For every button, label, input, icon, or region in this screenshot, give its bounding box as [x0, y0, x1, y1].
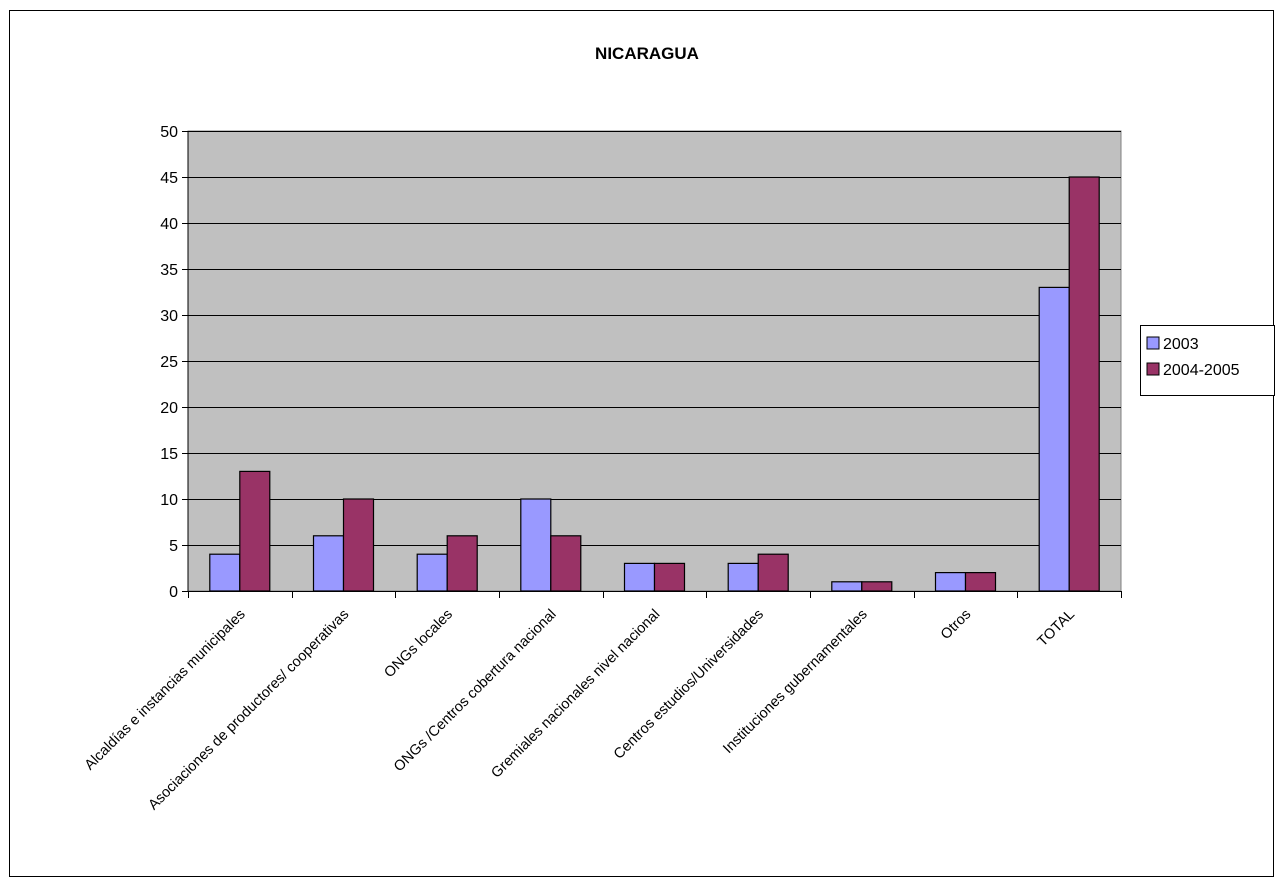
- legend-box: [1140, 325, 1275, 396]
- bar-series-2: [757, 553, 789, 592]
- y-tick-label: 30: [160, 308, 178, 325]
- bar-series-2: [653, 562, 686, 592]
- legend-swatch: [1146, 336, 1160, 350]
- y-tick-label: 35: [160, 262, 178, 279]
- y-tick-label: 45: [160, 170, 178, 187]
- legend: 2003 2004-2005: [1140, 325, 1275, 396]
- bar-series-1: [209, 553, 241, 592]
- y-tick-label: 0: [169, 584, 178, 601]
- bar-series-1: [520, 498, 552, 592]
- legend-swatch: [1146, 362, 1160, 376]
- y-tick-label: 10: [160, 492, 178, 509]
- bar-series-1: [727, 562, 759, 592]
- bar-series-2: [550, 535, 582, 592]
- y-tick-label: 5: [169, 538, 178, 555]
- gridlines: [188, 131, 1121, 546]
- chart-title: NICARAGUA: [595, 44, 699, 63]
- y-tick-label: 20: [160, 400, 178, 417]
- legend-label: 2003: [1163, 336, 1199, 353]
- bar-series-2: [446, 535, 478, 592]
- bar-series-1: [1038, 286, 1070, 592]
- bar-series-1: [312, 535, 345, 592]
- bar-series-2: [342, 498, 375, 592]
- y-tick-label: 40: [160, 216, 178, 233]
- legend-label: 2004-2005: [1163, 362, 1240, 379]
- bar-series-2: [964, 571, 997, 592]
- bar-series-1: [416, 553, 448, 592]
- axes: [182, 131, 1122, 598]
- bar-series-2: [1068, 176, 1100, 592]
- y-tick-labels: 0 5 10 15 20 25 30 35 40 45 50: [160, 124, 178, 601]
- bar-series-2: [861, 581, 893, 592]
- y-tick-label: 15: [160, 446, 178, 463]
- bar-series-1: [934, 571, 967, 592]
- bar-series-1: [831, 581, 863, 592]
- bar-series-2: [239, 470, 271, 592]
- bar-series-1: [623, 562, 656, 592]
- y-tick-label: 50: [160, 124, 178, 141]
- y-tick-label: 25: [160, 354, 178, 371]
